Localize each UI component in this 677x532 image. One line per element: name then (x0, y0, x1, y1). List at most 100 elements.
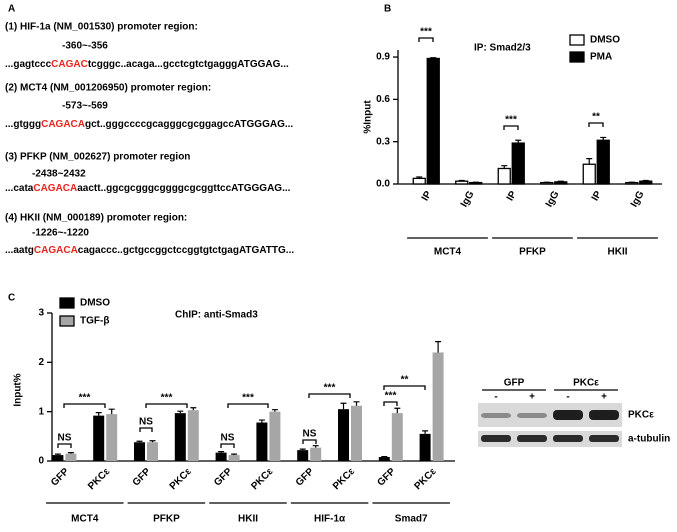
x-tick-label: PKCε (86, 466, 112, 492)
bar (310, 447, 322, 461)
error-bar (95, 412, 102, 416)
bar (215, 452, 227, 461)
promoter-sequence: ...gtgggCAGACAgct..gggccccgcagggcgcggagc… (5, 119, 293, 130)
significance-bracket (418, 37, 434, 42)
blot-row-label: PKCε (628, 410, 654, 421)
sequence-after: tcgggc..acaga...gcctcgtctgagggATGGAG... (88, 59, 289, 70)
bar (391, 413, 403, 461)
annotation: ChIP: anti-Smad3 (175, 310, 258, 321)
bar (540, 181, 554, 185)
y-tick-label: 3 (38, 308, 44, 319)
motif-position: -2438~2432 (32, 169, 86, 180)
sequence-after: aactt..ggcgcgggcggggcgcggttccATGGGAG... (77, 183, 290, 194)
x-tick-label: IP (590, 189, 604, 203)
sequence-motif: CAGACA (41, 119, 85, 130)
band (481, 413, 511, 418)
error-bar (435, 341, 442, 353)
bar (432, 352, 444, 461)
error-bar (353, 401, 360, 406)
x-tick-label: GFP (131, 466, 154, 489)
legend-label: DMSO (80, 298, 110, 309)
y-tick-label: 0.3 (376, 136, 390, 147)
significance-label: ** (592, 112, 600, 123)
bar (228, 455, 240, 461)
significance-label: *** (420, 27, 432, 38)
lane-label: - (566, 392, 569, 403)
bar (174, 413, 186, 461)
bar (639, 180, 653, 185)
x-tick-label: PKCε (168, 466, 194, 492)
y-tick-label: 1 (38, 406, 44, 417)
significance-bracket (220, 443, 235, 448)
panel-label: C (8, 293, 15, 304)
group-label: PFKP (153, 514, 180, 525)
sequence-after: cagaccc..gctgccggctccggtgtctgagATGATTG..… (78, 245, 295, 256)
bar (511, 142, 525, 185)
error-bar (149, 440, 156, 443)
promoter-sequence: ...gagtcccCAGACtcgggc..acaga...gcctcgtct… (5, 59, 289, 70)
error-bar (416, 176, 423, 179)
significance-label: *** (161, 393, 173, 404)
bar (497, 167, 511, 185)
annotation: IP: Smad2/3 (474, 43, 531, 54)
group-label: PFKP (519, 247, 546, 258)
y-tick-label: 0.9 (376, 52, 390, 63)
sequence-before: ...aatg (5, 245, 34, 256)
group-label: Smad7 (395, 514, 428, 525)
y-tick-label: 0.6 (376, 94, 390, 105)
significance-label: *** (505, 115, 517, 126)
x-tick-label: GFP (49, 466, 72, 489)
bar (469, 181, 483, 185)
band (589, 410, 619, 420)
sequence-after: gct..gggccccgcagggcgcggagccATGGGAG... (85, 119, 293, 130)
error-bar (271, 409, 278, 412)
significance-bracket (57, 443, 72, 448)
bar (412, 177, 426, 185)
significance-bracket (503, 125, 519, 130)
blot-column-label: PKCε (573, 378, 599, 389)
significance-label: NS (58, 433, 72, 444)
y-tick-label: 2 (38, 357, 44, 368)
blot-membrane (478, 431, 622, 447)
error-bar (340, 402, 347, 410)
bar (625, 181, 639, 185)
y-axis-label: Input% (13, 373, 24, 406)
x-tick-label: IP (505, 189, 519, 203)
bar (147, 442, 158, 461)
y-axis-label: %Input (363, 100, 374, 134)
significance-label: NS (139, 417, 153, 428)
error-bar (642, 179, 649, 182)
group-label: HIF-1α (314, 514, 346, 525)
significance-label: NS (221, 433, 235, 444)
significance-bracket (145, 403, 188, 408)
panel-label: B (384, 4, 391, 15)
significance-bracket (227, 403, 269, 408)
sequence-before: ...gtggg (5, 119, 41, 130)
blot-row-label: a-tubulin (628, 434, 670, 445)
error-bar (177, 410, 184, 414)
error-bar (515, 139, 522, 144)
error-bar (557, 180, 564, 182)
x-tick-label: IgG (459, 189, 477, 209)
error-bar (67, 452, 74, 454)
band (589, 435, 619, 442)
error-bar (54, 453, 61, 456)
bar (426, 57, 440, 185)
band (481, 435, 511, 442)
promoter-title: (4) HKII (NM_000189) promoter region: (5, 213, 187, 224)
group-label: MCT4 (434, 247, 462, 258)
blot-column-label: GFP (504, 378, 525, 389)
sequence-motif: CAGACA (33, 183, 77, 194)
significance-bracket (383, 385, 426, 390)
error-bar (458, 179, 465, 182)
bar (596, 139, 610, 185)
significance-label: *** (324, 383, 336, 394)
significance-bracket (302, 439, 317, 444)
legend-label: DMSO (590, 35, 620, 46)
motif-position: -360~-356 (62, 41, 108, 52)
bar (419, 433, 431, 461)
legend-label: TGF-β (80, 316, 109, 327)
promoter-title: (1) HIF-1a (NM_001530) promoter region: (5, 22, 198, 33)
significance-label: ** (401, 375, 409, 386)
x-tick-label: GFP (294, 466, 317, 489)
